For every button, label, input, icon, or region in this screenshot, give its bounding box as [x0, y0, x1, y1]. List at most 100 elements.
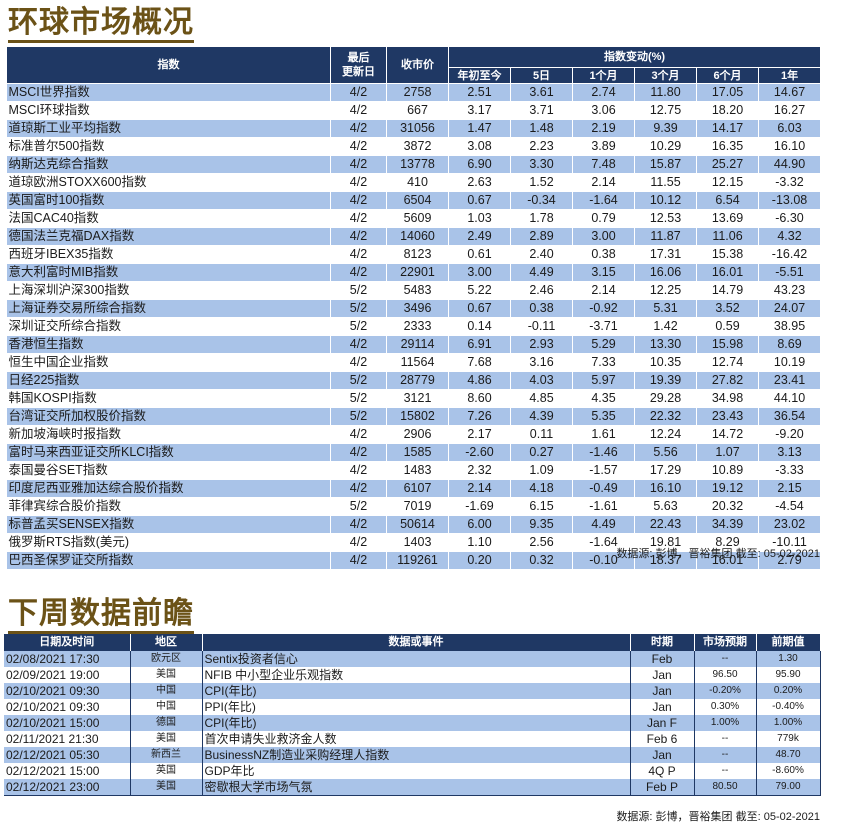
table-row: 巴西圣保罗证交所指数 4/2 119261 0.20 0.32 -0.10 18.37 16.… [6, 551, 822, 570]
period-cell: 4Q P [630, 763, 695, 779]
previous-cell: -0.40% [756, 699, 821, 715]
1m-change-cell: -1.46 [572, 443, 635, 462]
previous-cell: -8.60% [756, 763, 821, 779]
close-price-cell: 6504 [386, 191, 449, 210]
close-price-cell: 3496 [386, 299, 449, 318]
3m-change-cell: 5.31 [634, 299, 697, 318]
5d-change-cell: -0.11 [510, 317, 573, 336]
6m-change-cell: 0.59 [696, 317, 759, 336]
table-row: 西班牙IBEX35指数 4/2 8123 0.61 2.40 0.38 17.31 15.38… [6, 245, 822, 264]
6m-change-cell: 12.15 [696, 173, 759, 192]
table-row: 02/09/2021 19:00 美国 NFIB 中小型企业乐观指数 Jan 96.50… [4, 667, 821, 683]
forecast-cell: -- [694, 747, 757, 763]
ytd-change-cell: 3.00 [448, 263, 511, 282]
1m-change-cell: 3.89 [572, 137, 635, 156]
close-price-cell: 410 [386, 173, 449, 192]
close-price-cell: 28779 [386, 371, 449, 390]
ytd-change-cell: 6.91 [448, 335, 511, 354]
last-update-cell: 5/2 [330, 371, 387, 390]
3m-change-cell: 18.37 [634, 551, 697, 570]
3m-change-cell: 19.81 [634, 533, 697, 552]
6m-change-cell: 19.12 [696, 479, 759, 498]
datetime-cell: 02/09/2021 19:00 [4, 667, 131, 683]
1m-change-cell: 5.35 [572, 407, 635, 426]
index-name-cell: 富时马来西亚证交所KLCI指数 [6, 443, 331, 462]
header-event: 数据或事件 [202, 634, 631, 651]
region-cell: 美国 [130, 779, 203, 796]
last-update-cell: 4/2 [330, 533, 387, 552]
close-price-cell: 1585 [386, 443, 449, 462]
event-cell: GDP年比 [202, 763, 631, 779]
title-underline [8, 631, 194, 634]
1y-change-cell: -9.20 [758, 425, 822, 444]
close-price-cell: 7019 [386, 497, 449, 516]
previous-cell: 0.20% [756, 683, 821, 699]
close-price-cell: 3872 [386, 137, 449, 156]
close-price-cell: 13778 [386, 155, 449, 174]
table-row: 英国富时100指数 4/2 6504 0.67 -0.34 -1.64 10.12 6.54-… [6, 191, 822, 210]
ytd-change-cell: 2.32 [448, 461, 511, 480]
header-close: 收市价 [386, 46, 449, 84]
table-row: 法国CAC40指数 4/2 5609 1.03 1.78 0.79 12.53 13.69 -6… [6, 209, 822, 228]
5d-change-cell: 4.49 [510, 263, 573, 282]
close-price-cell: 5609 [386, 209, 449, 228]
6m-change-cell: 20.32 [696, 497, 759, 516]
table-row: 标普孟买SENSEX指数 4/2 50614 6.00 9.35 4.49 22.43 34.… [6, 515, 822, 534]
close-price-cell: 15802 [386, 407, 449, 426]
ytd-change-cell: 2.14 [448, 479, 511, 498]
title-underline [8, 40, 194, 43]
table-row: 香港恒生指数 4/2 29114 6.91 2.93 5.29 13.30 15.98 8.69 [6, 335, 822, 354]
6m-change-cell: 17.05 [696, 83, 759, 102]
index-name-cell: 道琼欧洲STOXX600指数 [6, 173, 331, 192]
table-row: 道琼斯工业平均指数 4/2 31056 1.47 1.48 2.19 9.39 14.17 6.… [6, 119, 822, 138]
3m-change-cell: 10.12 [634, 191, 697, 210]
table-row: 韩国KOSPI指数 5/2 3121 8.60 4.85 4.35 29.28 34.98 44… [6, 389, 822, 408]
5d-change-cell: 2.56 [510, 533, 573, 552]
ytd-change-cell: 1.47 [448, 119, 511, 138]
index-name-cell: 恒生中国企业指数 [6, 353, 331, 372]
table-row: 泰国曼谷SET指数 4/2 1483 2.32 1.09 -1.57 17.29 10.89-… [6, 461, 822, 480]
last-update-cell: 4/2 [330, 155, 387, 174]
period-cell: Jan [630, 683, 695, 699]
table-row: 日经225指数 5/2 28779 4.86 4.03 5.97 19.39 27.82 23.… [6, 371, 822, 390]
close-price-cell: 119261 [386, 551, 449, 570]
region-cell: 美国 [130, 667, 203, 683]
1m-change-cell: 4.35 [572, 389, 635, 408]
index-name-cell: 法国CAC40指数 [6, 209, 331, 228]
ytd-change-cell: 6.90 [448, 155, 511, 174]
3m-change-cell: 22.32 [634, 407, 697, 426]
previous-cell: 48.70 [756, 747, 821, 763]
index-name-cell: 纳斯达克综合指数 [6, 155, 331, 174]
datetime-cell: 02/12/2021 05:30 [4, 747, 131, 763]
5d-change-cell: 0.38 [510, 299, 573, 318]
1y-change-cell: 44.90 [758, 155, 822, 174]
last-update-cell: 4/2 [330, 101, 387, 120]
ytd-change-cell: -1.69 [448, 497, 511, 516]
header-5d: 5日 [510, 67, 573, 84]
3m-change-cell: 11.80 [634, 83, 697, 102]
5d-change-cell: 3.61 [510, 83, 573, 102]
1y-change-cell: 43.23 [758, 281, 822, 300]
event-cell: Sentix投资者信心 [202, 651, 631, 667]
1m-change-cell: 0.79 [572, 209, 635, 228]
5d-change-cell: 3.30 [510, 155, 573, 174]
1y-change-cell: 38.95 [758, 317, 822, 336]
1y-change-cell: -13.08 [758, 191, 822, 210]
last-update-cell: 4/2 [330, 425, 387, 444]
6m-change-cell: 14.17 [696, 119, 759, 138]
1y-change-cell: 16.10 [758, 137, 822, 156]
index-name-cell: 英国富时100指数 [6, 191, 331, 210]
last-update-cell: 4/2 [330, 443, 387, 462]
datetime-cell: 02/10/2021 09:30 [4, 699, 131, 715]
6m-change-cell: 34.39 [696, 515, 759, 534]
1y-change-cell: -16.42 [758, 245, 822, 264]
3m-change-cell: 9.39 [634, 119, 697, 138]
last-update-cell: 4/2 [330, 119, 387, 138]
1m-change-cell: -1.64 [572, 533, 635, 552]
5d-change-cell: 6.15 [510, 497, 573, 516]
datetime-cell: 02/08/2021 17:30 [4, 651, 131, 667]
close-price-cell: 6107 [386, 479, 449, 498]
3m-change-cell: 29.28 [634, 389, 697, 408]
1m-change-cell: 3.00 [572, 227, 635, 246]
header-forecast: 市场预期 [694, 634, 757, 651]
